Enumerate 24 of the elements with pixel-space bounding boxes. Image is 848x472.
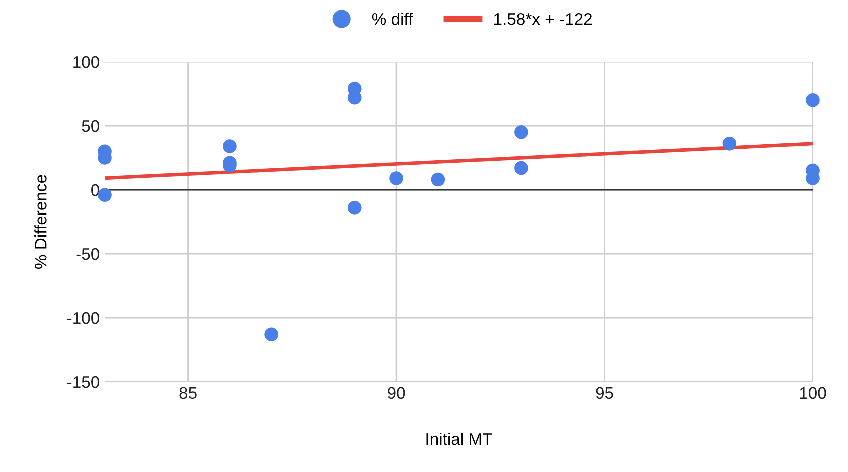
point (390, 172, 404, 186)
point (98, 188, 112, 202)
y-tick-label: 0 (92, 184, 100, 196)
point (722, 137, 737, 151)
y-tick-label: 100 (74, 56, 100, 68)
legend-label: % diff (372, 13, 414, 26)
legend-label: 1.58*x + -122 (494, 13, 592, 26)
x-tick-label: 100 (800, 387, 826, 400)
x-tick-label: 95 (596, 387, 614, 400)
y-tick-label: 50 (82, 120, 100, 132)
y-axis-title: % Difference (34, 175, 47, 269)
point (514, 125, 528, 140)
point (431, 172, 446, 187)
point (264, 328, 278, 342)
point (514, 161, 528, 176)
point (348, 201, 362, 215)
y-tick-label: -50 (76, 248, 100, 260)
point (806, 93, 820, 108)
x-axis-title: Initial MT (426, 432, 492, 446)
y-tick-label: -100 (68, 312, 100, 324)
x-tick-label: 90 (388, 387, 406, 400)
point (223, 140, 237, 154)
y-tick-label: -150 (68, 376, 100, 388)
x-tick-label: 85 (180, 387, 197, 400)
